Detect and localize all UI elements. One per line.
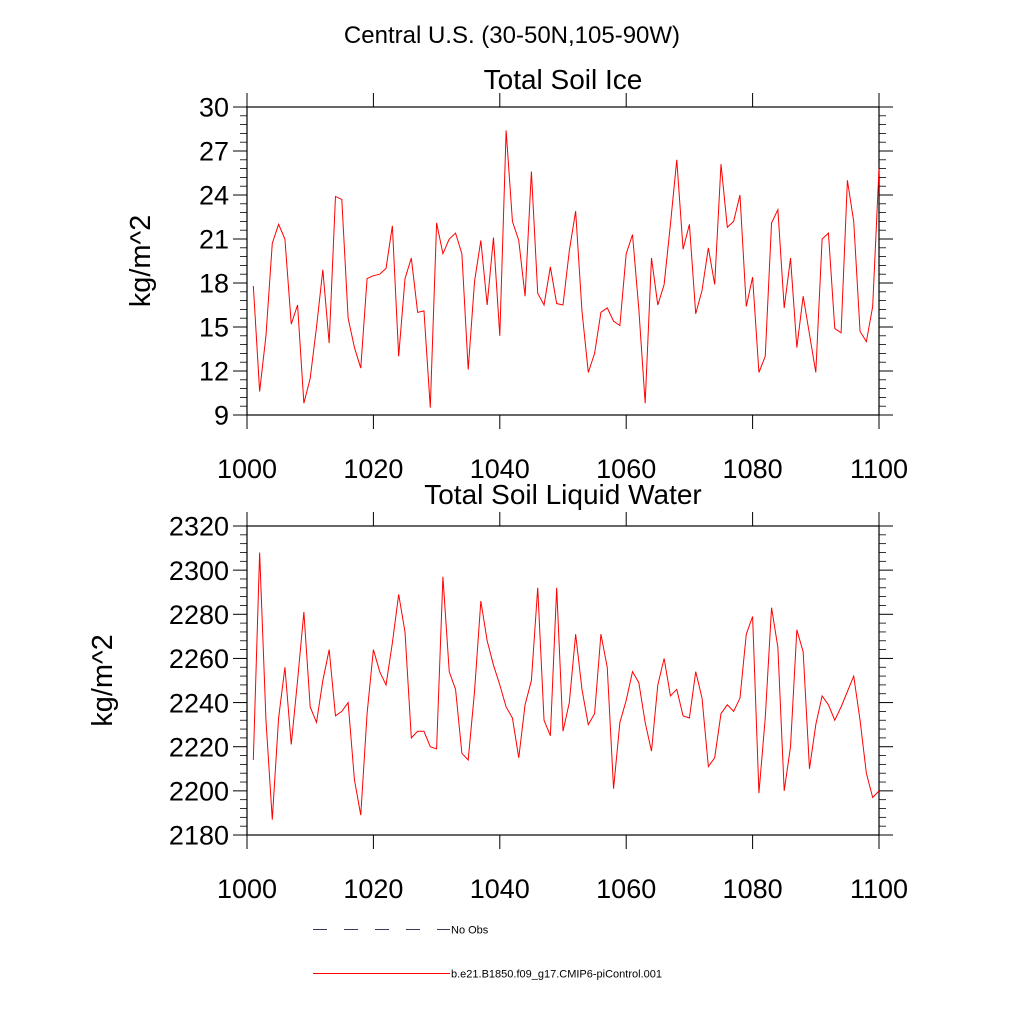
y-tick-label: 2200 — [169, 777, 229, 807]
legend-label-no-obs: No Obs — [451, 925, 489, 937]
y-tick-label: 2180 — [169, 821, 229, 851]
plot-frame — [246, 525, 880, 836]
x-tick-label: 1040 — [470, 874, 530, 904]
x-tick-label: 1060 — [596, 874, 656, 904]
y-tick-label: 21 — [199, 225, 229, 255]
chart-title: Total Soil Ice — [484, 64, 643, 95]
x-tick-label: 1080 — [723, 874, 783, 904]
x-tick-label: 1060 — [596, 454, 656, 484]
y-tick-label: 12 — [199, 357, 229, 387]
y-axis-label: kg/m^2 — [125, 215, 157, 308]
chart-title: Total Soil Liquid Water — [424, 479, 702, 510]
legend: No Obs b.e21.B1850.f09_g17.CMIP6-piContr… — [313, 925, 662, 981]
series-line-model-run — [252, 130, 880, 408]
legend-label-model-run: b.e21.B1850.f09_g17.CMIP6-piControl.001 — [451, 969, 662, 981]
page-title: Central U.S. (30-50N,105-90W) — [344, 22, 680, 49]
y-tick-label: 2280 — [169, 600, 229, 630]
series-line-model-run — [252, 552, 880, 820]
y-tick-label: 2260 — [169, 644, 229, 674]
x-tick-label: 1080 — [723, 454, 783, 484]
y-tick-label: 9 — [214, 401, 229, 431]
legend-item-no-obs: No Obs — [313, 925, 489, 937]
y-tick-label: 2240 — [169, 688, 229, 718]
chart-panel-total-soil-ice: Total Soil Ice kg/m^2 9 12 15 18 21 24 27 30 1000 1… — [125, 64, 908, 484]
y-tick-label: 2300 — [169, 556, 229, 586]
y-tick-label: 18 — [199, 269, 229, 299]
y-tick-label: 24 — [199, 181, 229, 211]
legend-item-model-run: b.e21.B1850.f09_g17.CMIP6-piControl.001 — [313, 969, 662, 981]
y-tick-label: 2320 — [169, 512, 229, 542]
y-tick-label: 2220 — [169, 732, 229, 762]
x-tick-label: 1100 — [850, 454, 908, 484]
y-axis-label: kg/m^2 — [87, 634, 119, 727]
y-tick-label: 27 — [199, 137, 229, 167]
x-tick-label: 1020 — [343, 454, 403, 484]
y-tick-label: 15 — [199, 313, 229, 343]
x-tick-label: 1040 — [470, 454, 530, 484]
x-tick-label: 1000 — [217, 454, 277, 484]
y-tick-label: 30 — [199, 93, 229, 123]
chart-panel-total-soil-liquid-water: Total Soil Liquid Water kg/m^2 2180 2200 222… — [87, 479, 908, 904]
plot-frame — [246, 106, 880, 416]
x-tick-label: 1100 — [850, 874, 908, 904]
x-tick-label: 1000 — [217, 874, 277, 904]
x-tick-label: 1020 — [343, 874, 403, 904]
